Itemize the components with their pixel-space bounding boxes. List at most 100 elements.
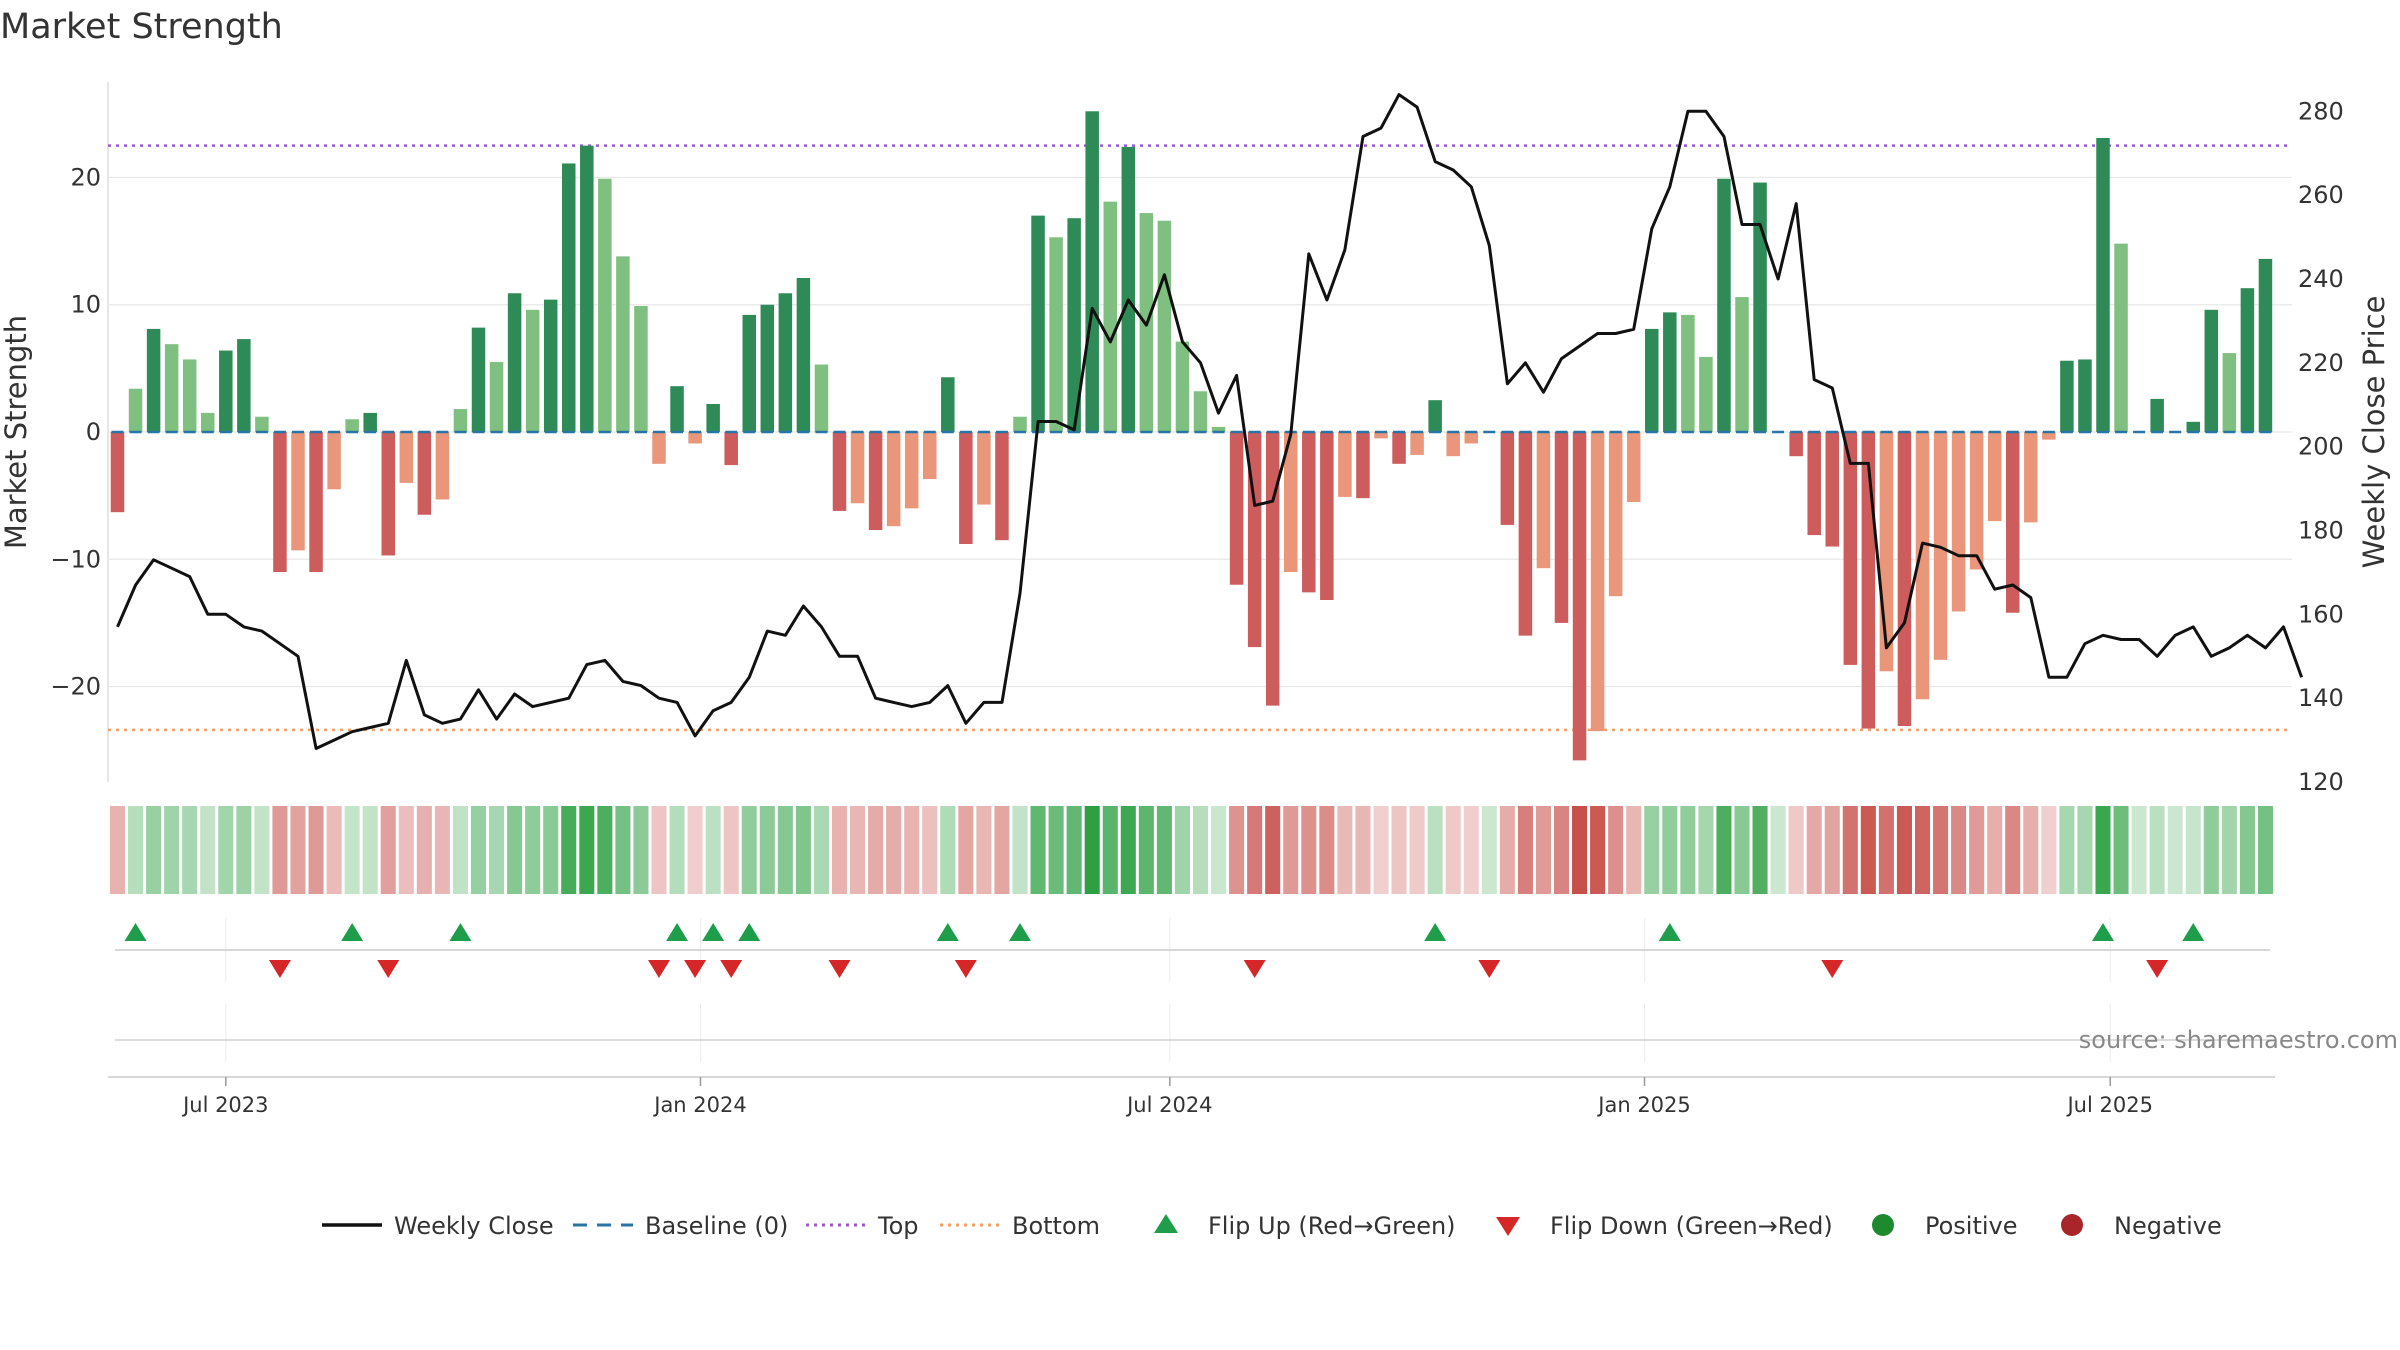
heat-cell bbox=[1102, 806, 1118, 894]
heat-cell bbox=[777, 806, 793, 894]
strength-bar bbox=[1699, 356, 1713, 432]
heat-cell bbox=[1211, 806, 1227, 894]
strength-bar bbox=[273, 432, 287, 572]
strength-heat-strip bbox=[109, 806, 2273, 894]
flip-up-marker bbox=[702, 923, 725, 941]
strength-bar bbox=[1807, 432, 1821, 536]
strength-bar bbox=[1897, 432, 1912, 726]
heat-cell bbox=[1716, 806, 1732, 894]
heat-cell bbox=[561, 806, 577, 894]
strength-bar bbox=[327, 432, 341, 490]
heat-cell bbox=[398, 806, 414, 894]
heat-cell bbox=[795, 806, 811, 894]
heat-cell bbox=[1842, 806, 1858, 894]
strength-bar bbox=[1067, 218, 1081, 432]
strength-bar bbox=[471, 327, 486, 432]
heat-cell bbox=[1499, 806, 1515, 894]
heat-cell bbox=[344, 806, 360, 894]
strength-bar bbox=[1356, 432, 1370, 499]
flip-up-marker bbox=[124, 923, 147, 941]
legend-label: Baseline (0) bbox=[645, 1212, 788, 1240]
strength-bar bbox=[1753, 182, 1767, 432]
left-tick-label: −20 bbox=[50, 673, 101, 701]
strength-bar bbox=[237, 339, 251, 432]
strength-bar bbox=[1049, 237, 1063, 432]
strength-bar bbox=[923, 432, 937, 480]
strength-bar bbox=[2186, 421, 2200, 432]
heat-cell bbox=[2095, 806, 2111, 894]
legend-label: Positive bbox=[1925, 1212, 2018, 1240]
heat-cell bbox=[1896, 806, 1912, 894]
heat-cell bbox=[272, 806, 288, 894]
date-tick-label: Jan 2024 bbox=[652, 1093, 747, 1117]
heat-cell bbox=[2131, 806, 2147, 894]
strength-bar bbox=[1302, 432, 1316, 593]
strength-bar bbox=[868, 432, 883, 530]
right-tick-label: 200 bbox=[2298, 433, 2344, 461]
legend-swatch bbox=[2061, 1214, 2083, 1236]
heat-cell bbox=[1066, 806, 1082, 894]
date-tick-label: Jul 2023 bbox=[181, 1093, 268, 1117]
flip-up-marker bbox=[449, 923, 472, 941]
right-tick-label: 280 bbox=[2298, 97, 2344, 125]
strength-bar bbox=[1789, 432, 1803, 457]
strength-bar bbox=[1175, 341, 1190, 432]
strength-bar bbox=[2024, 432, 2038, 523]
strength-bar bbox=[2150, 398, 2164, 432]
strength-bar bbox=[959, 432, 973, 544]
heat-cell bbox=[2203, 806, 2219, 894]
heat-cell bbox=[416, 806, 432, 894]
heat-cell bbox=[2059, 806, 2075, 894]
strength-bar bbox=[1554, 432, 1569, 623]
heat-cell bbox=[1788, 806, 1804, 894]
heat-cell bbox=[218, 806, 234, 894]
strength-bar bbox=[814, 364, 829, 432]
strength-bar bbox=[832, 432, 847, 511]
strength-bar bbox=[1825, 432, 1839, 547]
heat-cell bbox=[1824, 806, 1840, 894]
heat-cell bbox=[2239, 806, 2255, 894]
legend-item: Flip Up (Red→Green) bbox=[1154, 1212, 1456, 1240]
heat-cell bbox=[976, 806, 992, 894]
heat-cell bbox=[434, 806, 450, 894]
heat-cell bbox=[831, 806, 848, 894]
right-axis-title: Weekly Close Price bbox=[2357, 296, 2391, 569]
heat-cell bbox=[1229, 806, 1245, 894]
legend-label: Weekly Close bbox=[394, 1212, 554, 1240]
flip-up-marker bbox=[2182, 923, 2205, 941]
heat-cell bbox=[326, 806, 342, 894]
heat-cell bbox=[1553, 806, 1570, 894]
strength-bar bbox=[507, 293, 522, 432]
right-tick-label: 220 bbox=[2298, 349, 2344, 377]
strength-bar bbox=[1085, 111, 1099, 432]
strength-bar bbox=[1121, 146, 1136, 432]
legend-item: Positive bbox=[1872, 1212, 2018, 1240]
flip-up-marker bbox=[936, 923, 959, 941]
heat-cell bbox=[452, 806, 468, 894]
heat-cell bbox=[525, 806, 541, 894]
strength-bar bbox=[760, 304, 775, 432]
strength-bar bbox=[1536, 432, 1551, 569]
heat-cell bbox=[1481, 806, 1497, 894]
strength-bar bbox=[2060, 360, 2074, 432]
strength-bar bbox=[164, 344, 179, 432]
strength-bar bbox=[309, 432, 323, 572]
heat-cell bbox=[868, 806, 884, 894]
heat-cell bbox=[2221, 806, 2237, 894]
heat-cell bbox=[904, 806, 920, 894]
strength-bar bbox=[1626, 432, 1641, 502]
heat-cell bbox=[597, 806, 613, 894]
strength-bar bbox=[1663, 312, 1677, 432]
strength-bar bbox=[796, 278, 811, 432]
heat-cell bbox=[109, 806, 126, 894]
legend-item: Baseline (0) bbox=[573, 1212, 788, 1240]
strength-bar bbox=[525, 309, 540, 432]
strength-bars bbox=[110, 111, 2273, 761]
legend-item: Weekly Close bbox=[322, 1212, 554, 1240]
strength-bar bbox=[995, 432, 1009, 541]
heat-cell bbox=[1734, 806, 1750, 894]
strength-bar bbox=[1410, 432, 1424, 455]
legend: Weekly Close Baseline (0) Top Bottom Flip Up… bbox=[322, 1212, 2222, 1240]
left-tick-label: 10 bbox=[70, 291, 101, 319]
strength-bar bbox=[1284, 432, 1298, 572]
